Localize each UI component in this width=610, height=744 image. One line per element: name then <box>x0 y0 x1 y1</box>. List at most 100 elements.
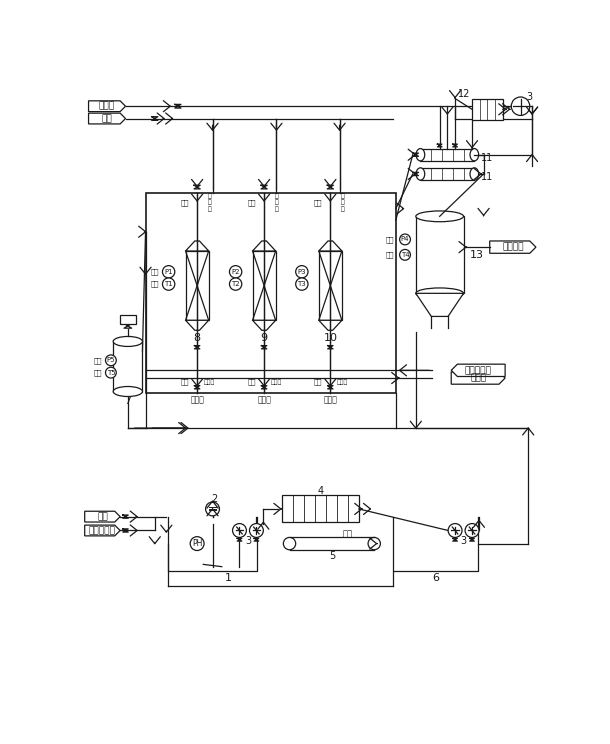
Text: 油
压
口: 油 压 口 <box>341 193 345 212</box>
Text: 出水口: 出水口 <box>257 395 271 404</box>
Circle shape <box>206 502 220 516</box>
Circle shape <box>190 536 204 551</box>
Text: 出水口: 出水口 <box>190 395 204 404</box>
Text: 蒸汽: 蒸汽 <box>181 199 189 206</box>
Bar <box>146 193 396 394</box>
Circle shape <box>465 524 479 537</box>
Polygon shape <box>85 525 120 536</box>
Text: 压力: 压力 <box>93 357 102 364</box>
Text: 11: 11 <box>481 172 493 182</box>
Polygon shape <box>85 511 120 522</box>
Text: 1: 1 <box>224 573 231 583</box>
Text: 反冲口: 反冲口 <box>337 380 348 385</box>
Ellipse shape <box>416 288 464 299</box>
Text: 10: 10 <box>323 333 337 343</box>
Text: 压力: 压力 <box>386 236 394 243</box>
Circle shape <box>232 524 246 537</box>
Text: 出水口: 出水口 <box>323 395 337 404</box>
Polygon shape <box>185 320 209 330</box>
Text: 温度: 温度 <box>93 369 102 376</box>
Text: 钙粉: 钙粉 <box>97 512 108 521</box>
Bar <box>416 217 464 293</box>
Circle shape <box>249 524 264 537</box>
Ellipse shape <box>368 537 381 550</box>
Text: 3: 3 <box>461 536 467 546</box>
Bar <box>472 98 503 120</box>
Text: P4: P4 <box>401 237 409 243</box>
Circle shape <box>162 278 175 290</box>
Circle shape <box>296 266 308 278</box>
Ellipse shape <box>113 336 143 347</box>
Ellipse shape <box>416 211 464 222</box>
Text: 油
压
口: 油 压 口 <box>207 193 211 212</box>
Text: 产品回收: 产品回收 <box>502 243 523 251</box>
Ellipse shape <box>416 168 425 180</box>
Text: 废渣: 废渣 <box>342 529 353 538</box>
Text: 反冲自来水: 反冲自来水 <box>465 366 492 375</box>
Bar <box>113 341 143 391</box>
Text: T2: T2 <box>231 281 240 287</box>
Text: T5: T5 <box>107 370 115 376</box>
Circle shape <box>229 266 242 278</box>
Bar <box>253 251 276 320</box>
Text: P1: P1 <box>164 269 173 275</box>
Bar <box>319 251 342 320</box>
Text: 蒸汽: 蒸汽 <box>248 199 256 206</box>
Text: 反冲口: 反冲口 <box>271 380 282 385</box>
Circle shape <box>162 266 175 278</box>
Polygon shape <box>253 320 276 330</box>
Bar <box>185 251 209 320</box>
Polygon shape <box>451 372 505 384</box>
Text: 2: 2 <box>211 494 217 504</box>
Text: 6: 6 <box>432 573 439 583</box>
Ellipse shape <box>416 149 425 161</box>
Circle shape <box>400 234 411 245</box>
Polygon shape <box>490 241 536 253</box>
Polygon shape <box>416 293 464 316</box>
Text: P3: P3 <box>298 269 306 275</box>
Text: T4: T4 <box>401 251 409 258</box>
Bar <box>282 496 359 522</box>
Polygon shape <box>319 320 342 330</box>
Text: 压力: 压力 <box>151 269 159 275</box>
Ellipse shape <box>470 149 479 161</box>
Polygon shape <box>88 113 126 124</box>
Text: 蒸汽: 蒸汽 <box>248 379 256 385</box>
Text: 温度: 温度 <box>151 280 159 287</box>
Text: P2: P2 <box>231 269 240 275</box>
Circle shape <box>296 278 308 290</box>
Ellipse shape <box>470 168 479 180</box>
Text: 8: 8 <box>193 333 201 343</box>
Polygon shape <box>319 241 342 251</box>
Text: 冷却水: 冷却水 <box>99 102 115 111</box>
Text: 油
压
口: 油 压 口 <box>274 193 278 212</box>
Circle shape <box>106 355 117 366</box>
Text: 蒸汽: 蒸汽 <box>314 379 322 385</box>
Text: 13: 13 <box>470 250 484 260</box>
Polygon shape <box>253 241 276 251</box>
Circle shape <box>511 97 529 115</box>
Circle shape <box>448 524 462 537</box>
Text: 4: 4 <box>317 486 323 496</box>
Text: 3: 3 <box>526 92 533 102</box>
Polygon shape <box>185 241 209 251</box>
Text: PH: PH <box>192 539 203 548</box>
Text: 蒸汽: 蒸汽 <box>102 114 112 123</box>
Text: 含盐酸废水: 含盐酸废水 <box>89 526 116 535</box>
Text: P5: P5 <box>107 357 115 363</box>
Text: 蒸汽: 蒸汽 <box>314 199 322 206</box>
Text: 废水池: 废水池 <box>470 373 486 382</box>
Text: 11: 11 <box>481 153 493 163</box>
Polygon shape <box>451 364 505 376</box>
Text: 3: 3 <box>245 536 251 545</box>
Ellipse shape <box>113 386 143 397</box>
Bar <box>420 168 475 180</box>
Bar <box>120 315 135 324</box>
Bar <box>420 149 475 161</box>
Text: 温度: 温度 <box>386 251 394 258</box>
Ellipse shape <box>284 537 296 550</box>
Polygon shape <box>88 101 126 112</box>
Text: 蒸汽: 蒸汽 <box>181 379 189 385</box>
Text: T3: T3 <box>298 281 306 287</box>
Text: 7: 7 <box>124 396 131 405</box>
